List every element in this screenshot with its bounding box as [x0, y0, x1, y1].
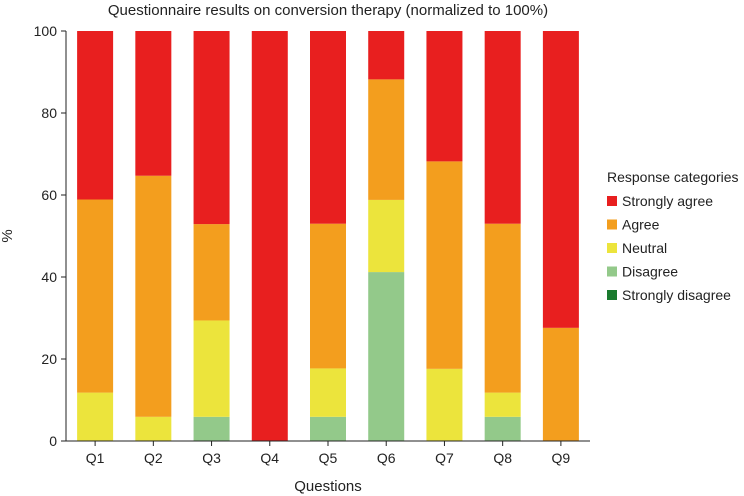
- bar-q1-strongly-agree: [77, 31, 114, 200]
- x-tick-label-q8: Q8: [493, 450, 512, 466]
- x-tick-label-q5: Q5: [319, 450, 338, 466]
- bar-q6-strongly-agree: [368, 31, 405, 80]
- bar-q9-agree: [542, 327, 579, 441]
- legend-label-agree: Agree: [622, 217, 660, 233]
- bar-q5-strongly-agree: [310, 31, 346, 224]
- legend-label-strongly-disagree: Strongly disagree: [622, 287, 731, 303]
- legend: Response categories Strongly agree Agree N…: [607, 169, 739, 303]
- bar-q3-disagree: [193, 416, 230, 441]
- bar-q9-strongly-agree: [542, 31, 579, 328]
- bar-q2-agree: [135, 175, 172, 417]
- bar-q6-neutral: [368, 199, 405, 273]
- x-axis-title: Questions: [294, 478, 362, 495]
- x-tick-label-q1: Q1: [86, 450, 105, 466]
- x-tick-label-q6: Q6: [377, 450, 396, 466]
- legend-swatch-neutral: [607, 243, 617, 253]
- x-tick-label-q2: Q2: [144, 450, 163, 466]
- y-axis-title: %: [0, 229, 16, 242]
- bar-q3-strongly-agree: [193, 31, 230, 225]
- legend-label-strongly-agree: Strongly agree: [622, 193, 713, 209]
- bar-q6-agree: [368, 79, 405, 200]
- y-tick-label-0: 0: [49, 433, 57, 449]
- bar-q7-agree: [426, 161, 463, 369]
- bar-q8-strongly-agree: [484, 31, 521, 224]
- bar-q7-strongly-agree: [426, 31, 463, 162]
- bar-q2-neutral: [135, 416, 172, 441]
- bar-q2-strongly-agree: [135, 31, 172, 176]
- bar-q3-neutral: [193, 320, 230, 417]
- bar-q6-disagree: [368, 272, 405, 441]
- bar-q4-strongly-agree: [251, 31, 288, 441]
- bar-q8-agree: [484, 223, 521, 393]
- x-tick-label-q9: Q9: [552, 450, 571, 466]
- bar-q5-neutral: [310, 368, 346, 417]
- legend-swatch-strongly-agree: [607, 196, 617, 206]
- y-tick-label-40: 40: [41, 269, 57, 285]
- bars-group: [77, 31, 579, 441]
- bar-q8-neutral: [484, 392, 521, 417]
- y-tick-label-20: 20: [41, 351, 57, 367]
- bar-q5-disagree: [310, 416, 346, 441]
- bar-q7-neutral: [426, 368, 463, 441]
- legend-swatch-agree: [607, 219, 617, 230]
- legend-title: Response categories: [607, 169, 739, 185]
- bar-q3-agree: [193, 224, 230, 321]
- y-tick-label-100: 100: [34, 23, 58, 39]
- bar-q5-agree: [310, 223, 346, 369]
- chart-title: Questionnaire results on conversion ther…: [108, 2, 548, 19]
- x-tick-label-q4: Q4: [260, 450, 279, 466]
- legend-swatch-disagree: [607, 266, 617, 277]
- bar-q8-disagree: [484, 416, 521, 441]
- x-tick-label-q3: Q3: [202, 450, 221, 466]
- axes-group: 0 20 40 60 80 100 Q1 Q2 Q3 Q4 Q5 Q6 Q7 Q8 Q9: [34, 23, 590, 466]
- x-tick-label-q7: Q7: [435, 450, 454, 466]
- legend-swatch-strongly-disagree: [607, 290, 617, 300]
- bar-q1-neutral: [77, 392, 114, 441]
- legend-label-disagree: Disagree: [622, 264, 678, 280]
- bar-q1-agree: [77, 199, 114, 393]
- y-tick-label-80: 80: [41, 105, 57, 121]
- y-tick-label-60: 60: [41, 187, 57, 203]
- legend-label-neutral: Neutral: [622, 240, 667, 256]
